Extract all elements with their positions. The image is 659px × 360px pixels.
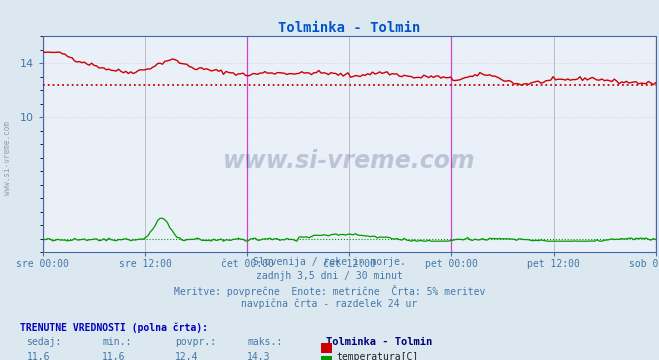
Text: 11,6: 11,6 bbox=[102, 352, 126, 360]
Text: temperatura[C]: temperatura[C] bbox=[336, 352, 418, 360]
Title: Tolminka - Tolmin: Tolminka - Tolmin bbox=[278, 21, 420, 35]
Text: www.si-vreme.com: www.si-vreme.com bbox=[3, 121, 13, 195]
Text: zadnjh 3,5 dni / 30 minut: zadnjh 3,5 dni / 30 minut bbox=[256, 271, 403, 281]
Text: Slovenija / reke in morje.: Slovenija / reke in morje. bbox=[253, 257, 406, 267]
Text: maks.:: maks.: bbox=[247, 337, 282, 347]
Text: sedaj:: sedaj: bbox=[26, 337, 61, 347]
Text: min.:: min.: bbox=[102, 337, 132, 347]
Text: Tolminka - Tolmin: Tolminka - Tolmin bbox=[326, 337, 432, 347]
Text: Meritve: povprečne  Enote: metrične  Črta: 5% meritev: Meritve: povprečne Enote: metrične Črta:… bbox=[174, 285, 485, 297]
Text: 14,3: 14,3 bbox=[247, 352, 271, 360]
Text: povpr.:: povpr.: bbox=[175, 337, 215, 347]
Text: www.si-vreme.com: www.si-vreme.com bbox=[223, 149, 476, 173]
Text: 12,4: 12,4 bbox=[175, 352, 198, 360]
Text: 11,6: 11,6 bbox=[26, 352, 50, 360]
Text: navpična črta - razdelek 24 ur: navpična črta - razdelek 24 ur bbox=[241, 298, 418, 309]
Text: TRENUTNE VREDNOSTI (polna črta):: TRENUTNE VREDNOSTI (polna črta): bbox=[20, 322, 208, 333]
